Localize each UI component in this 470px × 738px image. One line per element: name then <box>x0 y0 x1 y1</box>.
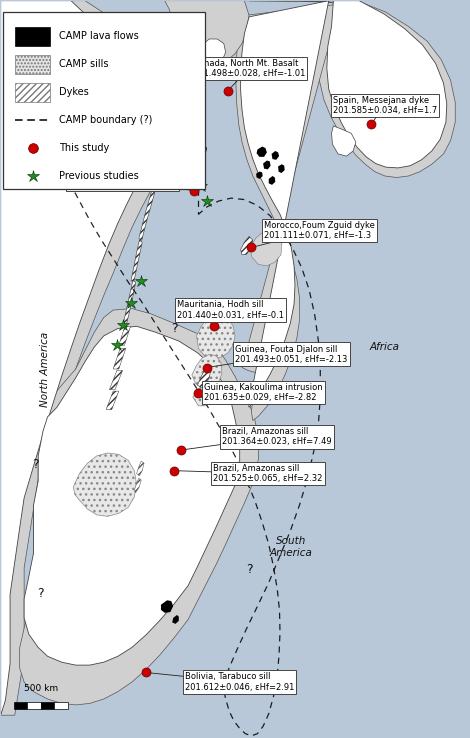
Polygon shape <box>119 326 131 345</box>
Text: CAMP boundary (?): CAMP boundary (?) <box>59 115 153 125</box>
Polygon shape <box>263 161 271 170</box>
Polygon shape <box>124 280 136 325</box>
Polygon shape <box>131 240 142 282</box>
Polygon shape <box>172 615 179 624</box>
Polygon shape <box>110 370 123 390</box>
Polygon shape <box>186 142 207 162</box>
Polygon shape <box>0 1 174 715</box>
Polygon shape <box>256 172 263 179</box>
Polygon shape <box>327 1 447 168</box>
Polygon shape <box>272 151 279 160</box>
Text: ?: ? <box>171 322 177 335</box>
Text: Spain, Messejana dyke
201.585±0.034, εHf=1.7: Spain, Messejana dyke 201.585±0.034, εHf… <box>333 96 437 115</box>
Polygon shape <box>257 147 267 157</box>
Text: Africa: Africa <box>370 342 400 352</box>
Text: Mauritania, Hodh sill
201.440±0.031, εHf=-0.1: Mauritania, Hodh sill 201.440±0.031, εHf… <box>177 300 284 320</box>
Text: Canada, North Mt. Basalt
201.498±0.028, εHf=-1.01: Canada, North Mt. Basalt 201.498±0.028, … <box>193 59 305 78</box>
Text: ?: ? <box>246 563 252 576</box>
Polygon shape <box>19 308 258 705</box>
Text: Previous studies: Previous studies <box>59 171 139 181</box>
Text: Brazil, Amazonas sill
201.525±0.065, εHf=2.32: Brazil, Amazonas sill 201.525±0.065, εHf… <box>213 464 322 483</box>
Text: Guinea, Fouta Djalon sill
201.493±0.051, εHf=-2.13: Guinea, Fouta Djalon sill 201.493±0.051,… <box>235 345 347 364</box>
Polygon shape <box>196 314 235 359</box>
Polygon shape <box>197 368 211 388</box>
Polygon shape <box>73 453 137 517</box>
Text: CAMP lava flows: CAMP lava flows <box>59 31 139 41</box>
Polygon shape <box>161 600 173 613</box>
Polygon shape <box>106 391 119 410</box>
Text: ?: ? <box>37 587 44 600</box>
Polygon shape <box>164 1 249 66</box>
Polygon shape <box>137 461 144 476</box>
Polygon shape <box>139 170 159 242</box>
Polygon shape <box>0 1 193 715</box>
FancyBboxPatch shape <box>14 702 27 709</box>
Polygon shape <box>269 176 275 184</box>
Text: Morocco,Foum Zguid dyke
201.111±0.071, εHf=-1.3: Morocco,Foum Zguid dyke 201.111±0.071, ε… <box>264 221 375 240</box>
Text: 500 km: 500 km <box>24 684 58 693</box>
FancyBboxPatch shape <box>3 12 204 188</box>
Text: Canada, Shelburne dyke
201.364±0.084, εHf=2.07: Canada, Shelburne dyke 201.364±0.084, εH… <box>68 169 177 189</box>
Polygon shape <box>192 354 222 388</box>
FancyBboxPatch shape <box>15 83 50 103</box>
FancyBboxPatch shape <box>41 702 54 709</box>
FancyBboxPatch shape <box>27 702 41 709</box>
Polygon shape <box>24 326 240 665</box>
FancyBboxPatch shape <box>54 702 68 709</box>
Text: South
America: South America <box>270 537 313 558</box>
Polygon shape <box>181 166 194 180</box>
Text: This study: This study <box>59 143 110 153</box>
Polygon shape <box>134 478 141 493</box>
Polygon shape <box>318 1 455 177</box>
FancyBboxPatch shape <box>15 27 50 46</box>
Polygon shape <box>250 230 282 266</box>
Polygon shape <box>241 236 253 255</box>
Polygon shape <box>331 126 356 156</box>
Text: Guinea, Kakoulima intrusion
201.635±0.029, εHf=-2.82: Guinea, Kakoulima intrusion 201.635±0.02… <box>204 383 322 402</box>
Polygon shape <box>113 348 126 369</box>
FancyBboxPatch shape <box>15 55 50 75</box>
Text: North America: North America <box>40 331 50 407</box>
Text: Bolivia, Tarabuco sill
201.612±0.046, εHf=2.91: Bolivia, Tarabuco sill 201.612±0.046, εH… <box>185 672 294 692</box>
Text: ?: ? <box>32 458 39 472</box>
Text: CAMP sills: CAMP sills <box>59 59 109 69</box>
Polygon shape <box>197 39 226 69</box>
Polygon shape <box>193 385 212 406</box>
Text: Dykes: Dykes <box>59 87 89 97</box>
Polygon shape <box>278 165 285 173</box>
Polygon shape <box>241 1 329 407</box>
Polygon shape <box>236 1 340 421</box>
Text: Brazil, Amazonas sill
201.364±0.023, εHf=7.49: Brazil, Amazonas sill 201.364±0.023, εHf… <box>222 427 332 446</box>
